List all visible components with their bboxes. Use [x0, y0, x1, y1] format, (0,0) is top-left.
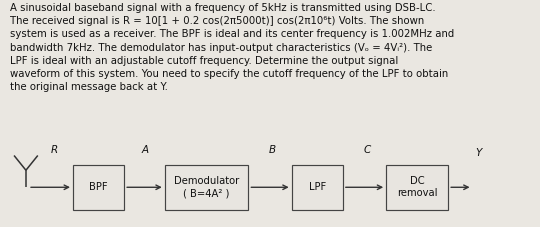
FancyBboxPatch shape	[292, 165, 343, 210]
Text: LPF: LPF	[309, 182, 326, 192]
Text: A sinusoidal baseband signal with a frequency of 5kHz is transmitted using DSB-L: A sinusoidal baseband signal with a freq…	[10, 3, 454, 92]
FancyBboxPatch shape	[165, 165, 248, 210]
Text: DC
removal: DC removal	[397, 176, 437, 198]
FancyBboxPatch shape	[386, 165, 448, 210]
Text: Y: Y	[475, 148, 482, 158]
Text: Demodulator
( B=4A² ): Demodulator ( B=4A² )	[174, 176, 239, 198]
Text: BPF: BPF	[89, 182, 108, 192]
Text: R: R	[50, 146, 58, 155]
Text: A: A	[141, 146, 148, 155]
Text: B: B	[269, 146, 276, 155]
Text: C: C	[363, 146, 371, 155]
FancyBboxPatch shape	[73, 165, 124, 210]
